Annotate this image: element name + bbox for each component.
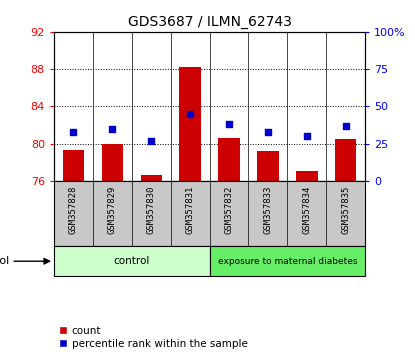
- Point: [226, 121, 232, 127]
- Bar: [179, 67, 201, 181]
- Point: [148, 138, 154, 143]
- Point: [342, 123, 349, 129]
- Point: [187, 111, 193, 116]
- Text: GSM357828: GSM357828: [69, 185, 78, 234]
- Text: protocol: protocol: [0, 256, 9, 266]
- Text: GSM357832: GSM357832: [225, 185, 234, 234]
- Text: GSM357833: GSM357833: [264, 185, 272, 234]
- Text: GSM357835: GSM357835: [341, 185, 350, 234]
- Point: [303, 133, 310, 139]
- Bar: [63, 150, 84, 181]
- Text: GSM357834: GSM357834: [303, 185, 311, 234]
- Text: GSM357831: GSM357831: [186, 185, 195, 234]
- Point: [109, 126, 116, 131]
- Bar: [102, 144, 123, 181]
- Point: [70, 129, 77, 135]
- Text: control: control: [114, 256, 150, 266]
- Legend: count, percentile rank within the sample: count, percentile rank within the sample: [59, 326, 247, 349]
- Bar: [54, 246, 210, 276]
- Bar: [218, 138, 240, 181]
- Text: exposure to maternal diabetes: exposure to maternal diabetes: [217, 257, 357, 266]
- Text: GSM357830: GSM357830: [147, 185, 156, 234]
- Point: [265, 129, 271, 135]
- Text: GSM357829: GSM357829: [108, 185, 117, 234]
- Bar: [210, 246, 365, 276]
- Title: GDS3687 / ILMN_62743: GDS3687 / ILMN_62743: [128, 16, 291, 29]
- Bar: [141, 175, 162, 181]
- Bar: [335, 139, 356, 181]
- Bar: [257, 151, 278, 181]
- Bar: [296, 171, 317, 181]
